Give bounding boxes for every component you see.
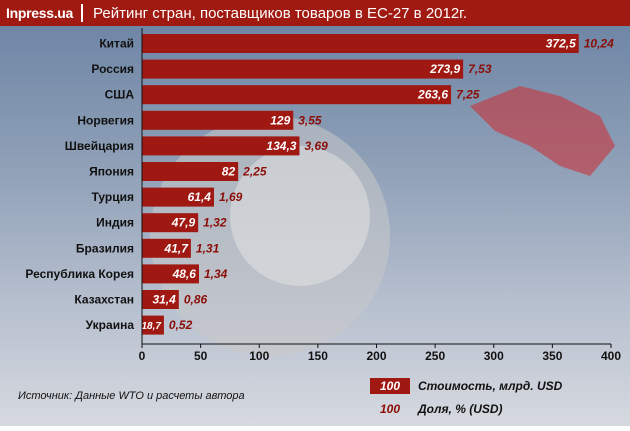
share-label: 7,25 [456,88,480,102]
legend-value-label: Стоимость, млрд. USD [418,379,563,393]
x-tick-label: 300 [484,349,504,363]
bar [142,136,300,156]
bar-value-label: 48,6 [172,267,197,281]
category-label: Россия [91,62,134,76]
bar [142,59,464,79]
bar-value-label: 372,5 [546,37,576,51]
legend-share-label: Доля, % (USD) [418,402,503,416]
legend-share-swatch: 100 [379,402,401,416]
bar-value-label: 41,7 [164,241,190,255]
x-tick-label: 50 [194,349,208,363]
category-label: Япония [89,165,134,179]
bar-value-label: 61,4 [188,190,212,204]
share-label: 3,69 [304,139,328,153]
share-label: 10,24 [584,37,614,51]
bar-chart: Китай 372,5 10,24 Россия 273,9 7,53 США 263,6 7,… [25,28,621,363]
x-tick-label: 400 [601,349,621,363]
bar [142,315,164,335]
x-tick-label: 150 [308,349,328,363]
bar [142,187,214,207]
site-logo[interactable]: Inpress.ua [0,4,84,22]
header-bar: Inpress.ua Рейтинг стран, поставщиков то… [0,0,630,26]
bar [142,110,294,130]
x-tick-label: 200 [366,349,386,363]
source-note: Источник: Данные WTO и расчеты автора [18,390,245,402]
x-tick-label: 100 [249,349,269,363]
bar-value-label: 263,6 [417,88,448,102]
bar-value-label: 129 [270,113,290,127]
category-label: Индия [96,216,134,230]
chart-title: Рейтинг стран, поставщиков товаров в ЕС-… [93,4,467,22]
share-label: 1,32 [203,216,227,230]
bar [142,34,579,53]
bar-value-label: 18,7 [141,321,161,332]
x-tick-label: 0 [139,349,146,363]
legend-value: 100 Стоимость, млрд. USD [370,378,562,394]
category-label: Украина [86,318,135,332]
x-tick-label: 350 [542,349,562,363]
legend-value-swatch: 100 [370,378,410,394]
category-label: Казахстан [74,293,134,307]
bar [142,213,199,233]
category-label: Норвегия [77,113,134,127]
bar-value-label: 82 [222,165,236,179]
share-label: 3,55 [298,113,322,127]
bar [142,290,179,309]
euro-coin-highlight [230,146,370,286]
category-label: Бразилия [76,241,134,255]
category-label: США [105,88,135,102]
legend-share: 100 Доля, % (USD) [370,401,503,417]
bar-value-label: 134,3 [266,139,296,153]
share-label: 0,86 [184,293,208,307]
chart-footer: Источник: Данные WTO и расчеты автора 10… [0,374,630,426]
share-label: 1,34 [204,267,228,281]
share-label: 7,53 [468,62,492,76]
share-label: 1,31 [196,241,220,255]
share-label: 0,52 [169,318,193,332]
bar [142,162,239,181]
map-shape [470,86,615,176]
bar-value-label: 31,4 [152,293,176,307]
x-tick-label: 250 [425,349,445,363]
category-label: Республика Корея [25,267,134,281]
bar [142,85,452,105]
bar-value-label: 273,9 [429,62,460,76]
bar [142,238,191,258]
category-label: Турция [92,190,134,204]
bar [142,264,199,284]
category-label: Китай [99,37,134,51]
share-label: 2,25 [242,165,267,179]
share-label: 1,69 [219,190,243,204]
category-label: Швейцария [65,139,134,153]
bar-value-label: 47,9 [171,216,196,230]
